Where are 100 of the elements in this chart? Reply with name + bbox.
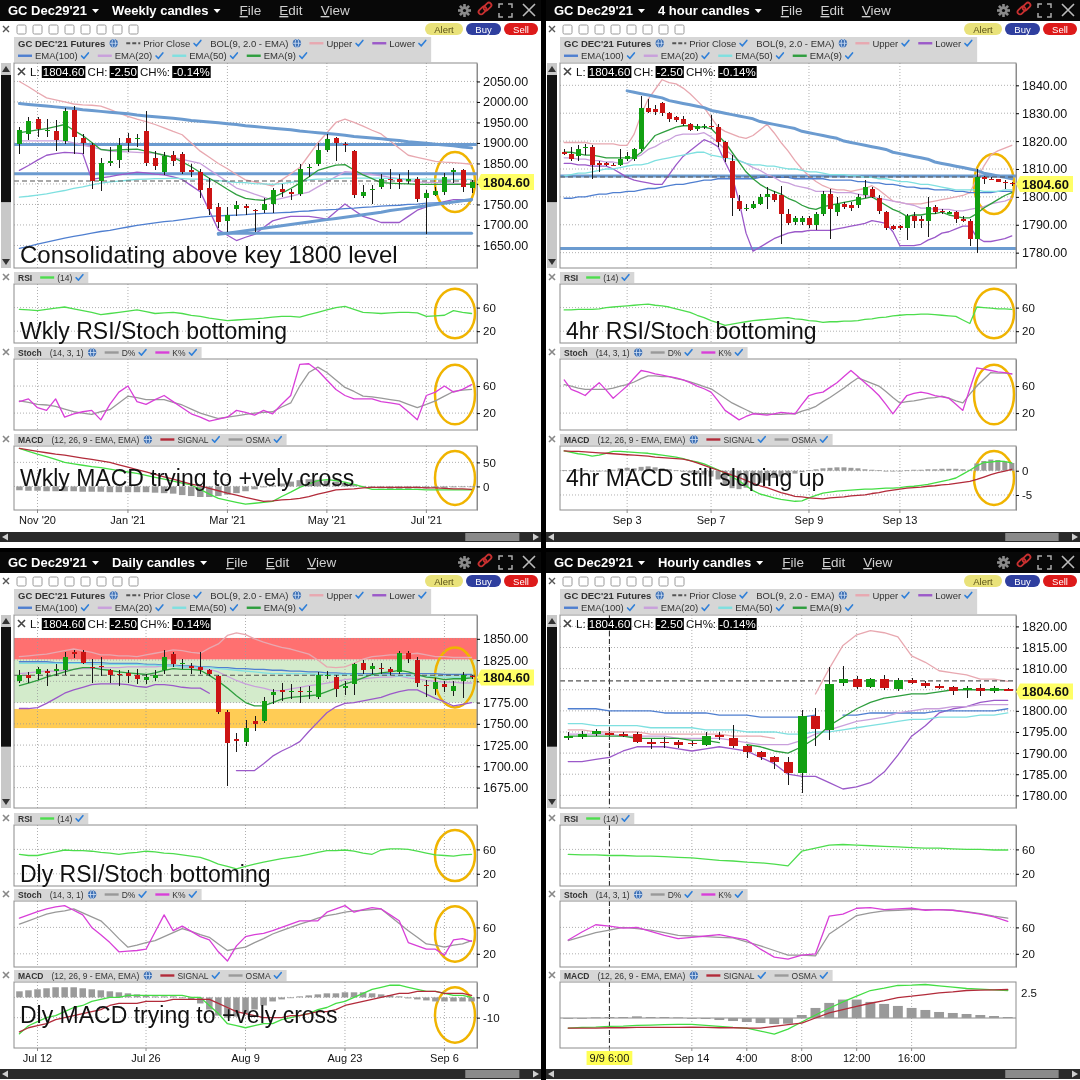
text: GC Dec29'21: [8, 3, 87, 18]
y-tick-label: 20: [483, 407, 496, 420]
button: Alert: [425, 575, 463, 587]
text: View: [863, 555, 893, 570]
x-tick-label: Jul 12: [22, 1052, 53, 1064]
legend-label: Upper: [872, 37, 899, 49]
y-tick-label: 1795.00: [1022, 725, 1068, 740]
legend-label: EMA(50): [735, 602, 773, 614]
legend-title: MACD: [564, 970, 590, 981]
legend-label: SIGNAL: [177, 970, 209, 981]
legend-label: EMA(20): [114, 602, 153, 614]
y-tick-label: 20: [1022, 947, 1035, 960]
legend-label: EMA(100): [581, 50, 624, 62]
annotation: L: 1804.60 CH: -2.50 CH%: -0.14%: [30, 618, 210, 630]
text: View: [307, 555, 337, 570]
legend-title: RSI: [18, 813, 33, 824]
y-tick-label: 1820.00: [1022, 134, 1068, 149]
x-tick-label: Mar '21: [209, 514, 246, 526]
legend-label: Prior Close: [689, 589, 737, 601]
x-tick-label: May '21: [307, 514, 346, 526]
legend-label: OSMA: [245, 434, 271, 445]
y-tick-label: 2050.00: [483, 74, 529, 89]
y-tick-label: 1675.00: [483, 781, 529, 796]
y-tick-label: 20: [483, 867, 496, 880]
y-tick-label: 20: [1022, 407, 1035, 420]
y-tick-label: 1725.00: [483, 738, 529, 753]
y-tick-label: 20: [483, 947, 496, 960]
legend-label: K%: [718, 889, 733, 900]
y-tick-label: 1840.00: [1022, 78, 1068, 93]
button: Alert: [964, 23, 1002, 35]
y-tick-label: 1900.00: [483, 136, 529, 151]
annotation: L: 1804.60 CH: -2.50 CH%: -0.14%: [576, 66, 756, 78]
legend-label: Upper: [326, 589, 353, 601]
chart-subtitle: (14, 3, 1): [595, 347, 630, 358]
text: View: [320, 3, 350, 18]
x-tick-label: 9/9 6:00: [589, 1052, 630, 1064]
text: Weekly candles: [111, 3, 209, 18]
chart-subtitle: (12, 26, 9 - EMA, EMA): [51, 434, 140, 445]
x-tick-label: Jul '21: [410, 514, 443, 526]
legend-title: RSI: [564, 272, 579, 283]
y-tick-label: 1790.00: [1022, 746, 1068, 761]
x-tick-label: Sep 9: [794, 514, 824, 526]
chart-subtitle: (14, 3, 1): [595, 889, 630, 900]
chart-subtitle: (14, 3, 1): [49, 347, 84, 358]
button: Buy: [1005, 575, 1040, 587]
legend-label: EMA(50): [189, 602, 227, 614]
x-tick-label: Aug 23: [327, 1052, 363, 1064]
text: Edit: [820, 3, 845, 18]
text: Daily candles: [111, 555, 196, 570]
x-tick-label: Sep 14: [674, 1052, 710, 1064]
text: 1804.60: [1022, 683, 1069, 699]
text: Edit: [821, 555, 846, 570]
y-tick-label: 1775.00: [483, 696, 529, 711]
legend-label: OSMA: [791, 434, 817, 445]
legend-label: D%: [121, 889, 136, 900]
chart-subtitle: (12, 26, 9 - EMA, EMA): [597, 970, 686, 981]
legend-label: D%: [121, 347, 136, 358]
y-tick-label: 20: [483, 325, 496, 338]
y-tick-label: 1650.00: [483, 238, 529, 253]
y-tick-label: 0: [483, 991, 490, 1004]
text: File: [226, 555, 248, 570]
annotation: Consolidating above key 1800 level: [20, 241, 398, 268]
text: 1804.60: [1022, 176, 1069, 192]
y-tick-label: -10: [483, 1011, 500, 1024]
x-tick-label: Sep 3: [612, 514, 642, 526]
y-tick-label: 1800.00: [1022, 190, 1068, 205]
text: Edit: [265, 555, 290, 570]
text: View: [861, 3, 892, 18]
button: Sell: [1043, 575, 1077, 587]
y-tick-label: 60: [1022, 301, 1035, 314]
y-tick-label: -5: [1022, 489, 1033, 502]
text: 4 hour candles: [657, 3, 750, 18]
chart-subtitle: BOL(9, 2.0 - EMA): [756, 589, 835, 601]
legend-label: EMA(9): [263, 602, 296, 614]
text: Hourly candles: [657, 555, 752, 570]
chart-subtitle: BOL(9, 2.0 - EMA): [210, 37, 289, 49]
legend-label: Upper: [872, 589, 899, 601]
legend-label: (14): [603, 272, 619, 283]
x-tick-label: 4:00: [736, 1052, 758, 1064]
legend-label: K%: [718, 347, 733, 358]
text: 2.5: [1021, 987, 1037, 1000]
y-tick-label: 1800.00: [1022, 704, 1068, 719]
chart-subtitle: (12, 26, 9 - EMA, EMA): [597, 434, 686, 445]
legend-label: EMA(100): [581, 602, 624, 614]
y-tick-label: 1780.00: [1022, 788, 1068, 803]
y-tick-label: 1825.00: [483, 653, 529, 668]
button: Alert: [964, 575, 1002, 587]
legend-label: EMA(9): [809, 50, 842, 62]
legend-label: EMA(9): [263, 50, 296, 62]
text: File: [780, 3, 803, 18]
legend-label: Prior Close: [689, 37, 737, 49]
legend-title: Stoch: [18, 889, 42, 900]
legend-label: (14): [603, 813, 619, 824]
legend-label: EMA(50): [735, 50, 773, 62]
legend-label: SIGNAL: [723, 970, 755, 981]
legend-label: K%: [172, 347, 187, 358]
y-tick-label: 60: [483, 843, 496, 856]
y-tick-label: 0: [1022, 464, 1029, 477]
y-tick-label: 1850.00: [483, 632, 529, 647]
x-tick-label: 8:00: [791, 1052, 813, 1064]
